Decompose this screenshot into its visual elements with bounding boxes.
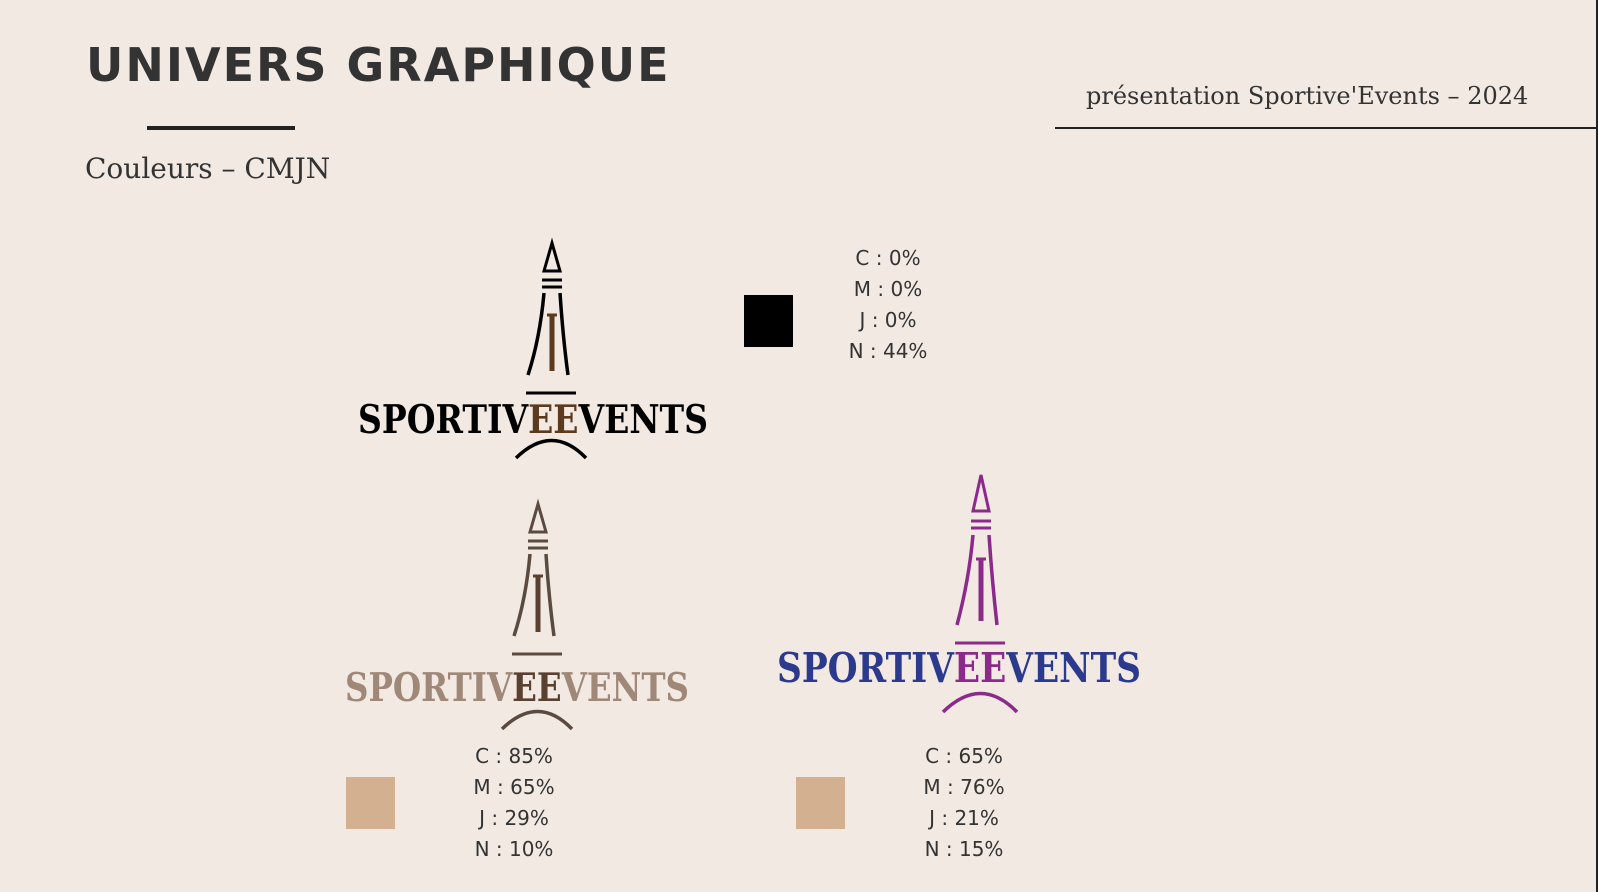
logo-black-graphic: SPORTIVEEVENTS	[358, 237, 708, 460]
right-border	[1596, 0, 1598, 892]
logo-text-mid: EE	[512, 665, 562, 711]
svg-text:SPORTIVEEVENTS: SPORTIVEEVENTS	[345, 665, 689, 711]
logo-text-mid: EE	[954, 644, 1006, 692]
cmyk-c: C : 65%	[925, 744, 1003, 768]
svg-text:SPORTIVEEVENTS: SPORTIVEEVENTS	[777, 644, 1141, 692]
page-title: UNIVERS GRAPHIQUE	[86, 38, 671, 92]
logo-text-right: VENTS	[1005, 644, 1141, 692]
cmyk-m: M : 0%	[853, 277, 923, 301]
cmyk-j: J : 21%	[929, 806, 999, 830]
logo-text-right: VENTS	[578, 397, 708, 443]
cmyk-n: N : 44%	[848, 339, 928, 363]
presentation-label: présentation Sportive'Events – 2024	[1086, 82, 1529, 110]
logo-text-left: SPORTIV	[345, 665, 513, 711]
cmyk-j: J : 29%	[479, 806, 549, 830]
cmyk-c: C : 0%	[855, 246, 921, 270]
cmyk-m: M : 76%	[923, 775, 1005, 799]
title-underline	[147, 126, 295, 130]
color-swatch-blue-purple	[796, 777, 845, 829]
cmyk-values-brown: C : 85% M : 65% J : 29% N : 10%	[464, 741, 564, 865]
logo-text-mid: EE	[528, 397, 578, 443]
cmyk-n: N : 10%	[474, 837, 554, 861]
cmyk-c: C : 85%	[475, 744, 553, 768]
logo-black: SPORTIVEEVENTS	[358, 237, 708, 469]
logo-text-right: VENTS	[561, 665, 689, 711]
logo-blue-purple: SPORTIVEEVENTS	[777, 474, 1141, 715]
logo-text-left: SPORTIV	[777, 644, 955, 692]
cmyk-m: M : 65%	[473, 775, 555, 799]
cmyk-values-blue-purple: C : 65% M : 76% J : 21% N : 15%	[914, 741, 1014, 865]
color-swatch-brown	[346, 777, 395, 829]
svg-text:SPORTIVEEVENTS: SPORTIVEEVENTS	[358, 397, 708, 443]
logo-text-left: SPORTIV	[358, 397, 529, 443]
cmyk-j: J : 0%	[859, 308, 917, 332]
header-rule	[1055, 127, 1598, 129]
logo-brown-graphic: SPORTIVEEVENTS	[345, 498, 689, 731]
color-swatch-black	[744, 295, 793, 347]
logo-brown: SPORTIVEEVENTS	[345, 498, 689, 731]
cmyk-n: N : 15%	[924, 837, 1004, 861]
cmyk-values-black: C : 0% M : 0% J : 0% N : 44%	[838, 243, 938, 367]
section-subtitle: Couleurs – CMJN	[85, 152, 331, 185]
logo-blue-purple-graphic: SPORTIVEEVENTS	[777, 474, 1141, 714]
